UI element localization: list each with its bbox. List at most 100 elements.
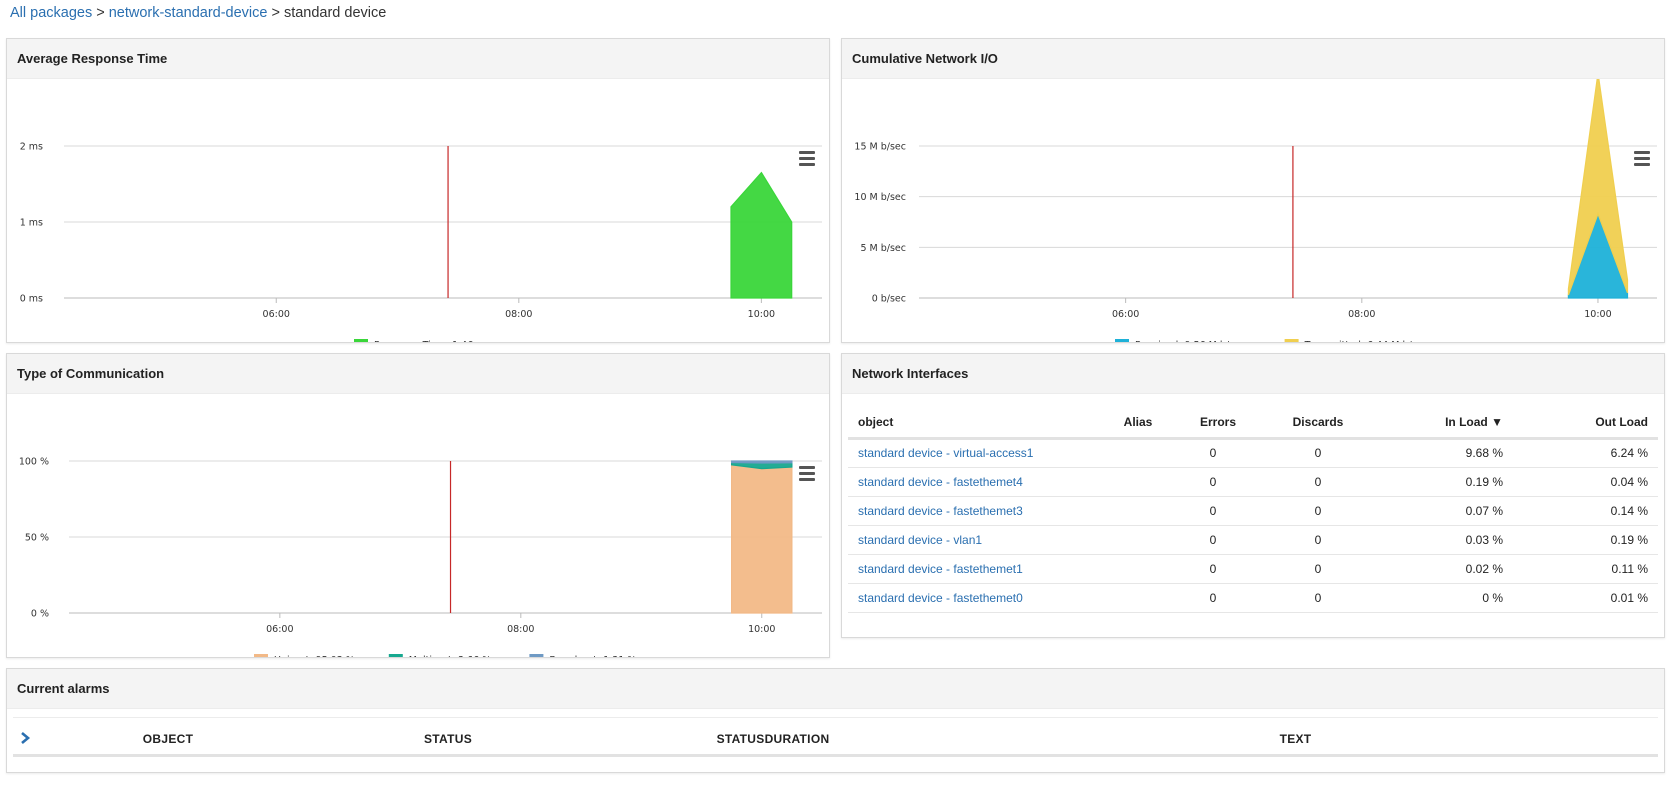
interface-link[interactable]: standard device - fastethemet3	[858, 503, 1023, 518]
table-row[interactable]: standard device - virtual-access1 0 0 9.68 …	[848, 438, 1658, 468]
breadcrumb-current: standard device	[283, 5, 387, 21]
column-header-out-load[interactable]: Out Load	[1513, 408, 1658, 440]
y-tick-label: 100 %	[19, 457, 49, 468]
hamburger-menu-icon[interactable]	[797, 463, 817, 481]
table-row[interactable]: standard device - vlan1 0 0 0.03 % 0.19 %	[848, 525, 1658, 555]
y-tick-label: 5 M b/sec	[860, 243, 906, 254]
y-tick-label: 15 M b/sec	[854, 142, 906, 153]
interface-link[interactable]: standard device - vlan1	[858, 532, 983, 547]
column-header-in-load[interactable]: In Load ▼	[1373, 408, 1513, 440]
y-tick-label: 1 ms	[20, 218, 43, 229]
communication-chart: 0 % 50 % 100 % 06:00 08:00 10:00 Unicast: 95.0…	[19, 457, 822, 657]
column-header-errors[interactable]: Errors	[1173, 408, 1263, 440]
legend-item-unicast[interactable]: Unicast: 95.03 %	[274, 655, 355, 657]
series-area-unicast[interactable]	[731, 464, 793, 614]
column-header-text[interactable]: TEXT	[933, 725, 1658, 757]
table-header-row: object Alias Errors Discards In Load ▼ O…	[848, 408, 1658, 440]
sort-desc-icon: ▼	[1491, 415, 1503, 430]
cell-out-load: 0.19 %	[1513, 525, 1658, 555]
interface-link[interactable]: standard device - fastethemet4	[858, 474, 1023, 489]
table-row[interactable]: standard device - fastethemet0 0 0 0 % 0.01 …	[848, 583, 1658, 613]
cell-in-load: 9.68 %	[1373, 438, 1513, 468]
series-area-broadcast[interactable]	[731, 460, 793, 464]
table-row[interactable]: standard device - fastethemet3 0 0 0.07 % 0.…	[848, 496, 1658, 526]
cell-object: standard device - virtual-access1	[848, 438, 1103, 468]
series-area-response time[interactable]	[730, 171, 793, 299]
column-header-object[interactable]: OBJECT	[53, 725, 283, 757]
legend-item-response time[interactable]: Response Time: 1.46 ms	[374, 340, 491, 342]
cell-discards: 0	[1263, 438, 1373, 468]
y-tick-label: 2 ms	[20, 142, 43, 153]
panel-title: Cumulative Network I/O	[852, 51, 998, 66]
alarms-divider	[13, 717, 1658, 718]
cell-discards: 0	[1263, 554, 1373, 584]
cell-alias	[1103, 583, 1173, 613]
panel-title: Network Interfaces	[852, 366, 969, 381]
legend-swatch	[1115, 339, 1129, 342]
legend-item-multicast[interactable]: Multicast: 3.66 %	[409, 655, 491, 657]
column-header-discards[interactable]: Discards	[1263, 408, 1373, 440]
x-tick-label: 08:00	[1348, 309, 1375, 320]
chevron-right-icon[interactable]	[19, 731, 31, 744]
interface-link[interactable]: standard device - fastethemet1	[858, 561, 1023, 576]
table-row[interactable]: standard device - fastethemet4 0 0 0.19 % 0.…	[848, 467, 1658, 497]
cell-out-load: 6.24 %	[1513, 438, 1658, 468]
legend-item-broadcast[interactable]: Broadcast: 1.31 %	[549, 655, 636, 657]
column-header-object[interactable]: object	[848, 408, 1103, 440]
legend-swatch	[1284, 339, 1299, 342]
y-tick-label: 50 %	[25, 533, 49, 544]
communication-panel-header: Type of Communication	[7, 354, 829, 394]
cell-errors: 0	[1173, 525, 1263, 555]
expand-column[interactable]	[13, 725, 53, 757]
cell-discards: 0	[1263, 467, 1373, 497]
y-tick-label: 10 M b/sec	[854, 192, 906, 203]
column-header-status-duration[interactable]: STATUSDURATION	[613, 725, 933, 757]
panel-title: Average Response Time	[17, 51, 168, 66]
communication-panel: Type of Communication 0 % 50 % 100 % 06:00 0…	[6, 353, 830, 658]
cell-object: standard device - fastethemet3	[848, 496, 1103, 526]
cell-object: standard device - fastethemet0	[848, 583, 1103, 613]
cell-out-load: 0.11 %	[1513, 554, 1658, 584]
cell-out-load: 0.01 %	[1513, 583, 1658, 613]
panel-title: Type of Communication	[17, 366, 165, 381]
interface-link[interactable]: standard device - fastethemet0	[858, 590, 1023, 605]
column-header-status[interactable]: STATUS	[283, 725, 613, 757]
current-alarms-panel-header: Current alarms	[7, 669, 1664, 709]
column-header-alias[interactable]: Alias	[1103, 408, 1173, 440]
response-time-chart: 0 ms 1 ms 2 ms 06:00 08:00 10:00 Response Time…	[20, 142, 822, 342]
alarms-table: OBJECT STATUS STATUSDURATION TEXT	[13, 725, 1658, 757]
interface-link[interactable]: standard device - virtual-access1	[858, 446, 1034, 460]
cell-out-load: 0.04 %	[1513, 467, 1658, 497]
cell-in-load: 0.03 %	[1373, 525, 1513, 555]
hamburger-menu-icon[interactable]	[797, 148, 817, 166]
y-tick-label: 0 b/sec	[872, 294, 906, 305]
hamburger-menu-icon[interactable]	[1632, 148, 1652, 166]
table-row[interactable]: standard device - fastethemet1 0 0 0.02 % 0.…	[848, 554, 1658, 584]
cell-alias	[1103, 438, 1173, 468]
cell-alias	[1103, 525, 1173, 555]
breadcrumb-separator: >	[96, 5, 105, 21]
cell-object: standard device - vlan1	[848, 525, 1103, 555]
series-area-transmitted[interactable]	[1567, 79, 1629, 296]
interfaces-table: object Alias Errors Discards In Load ▼ O…	[848, 408, 1658, 613]
x-tick-label: 08:00	[507, 624, 534, 635]
cell-object: standard device - fastethemet4	[848, 467, 1103, 497]
network-io-chart: 0 b/sec 5 M b/sec 10 M b/sec 15 M b/sec 06:0…	[854, 79, 1657, 342]
breadcrumb-all-packages-link[interactable]: All packages	[10, 5, 93, 21]
legend-item-transmitted[interactable]: Transmitted: 6.44 M b/sec	[1304, 340, 1428, 342]
y-tick-label: 0 %	[31, 609, 49, 620]
cell-discards: 0	[1263, 583, 1373, 613]
cell-errors: 0	[1173, 583, 1263, 613]
breadcrumb: All packages > network-standard-device > sta…	[10, 4, 386, 22]
current-alarms-panel: Current alarms OBJECT STATUS STATUSDURAT…	[6, 668, 1665, 773]
cell-in-load: 0 %	[1373, 583, 1513, 613]
cell-in-load: 0.19 %	[1373, 467, 1513, 497]
network-io-panel: Cumulative Network I/O 0 b/sec 5 M b/sec 1…	[841, 38, 1665, 343]
legend-item-received[interactable]: Received: 9.56 M b/sec	[1135, 340, 1245, 342]
cell-errors: 0	[1173, 554, 1263, 584]
legend-swatch	[254, 654, 268, 657]
breadcrumb-package-link[interactable]: network-standard-device	[108, 5, 268, 21]
panel-title: Current alarms	[17, 681, 110, 696]
network-interfaces-panel-header: Network Interfaces	[842, 354, 1664, 394]
legend-swatch	[354, 339, 368, 342]
